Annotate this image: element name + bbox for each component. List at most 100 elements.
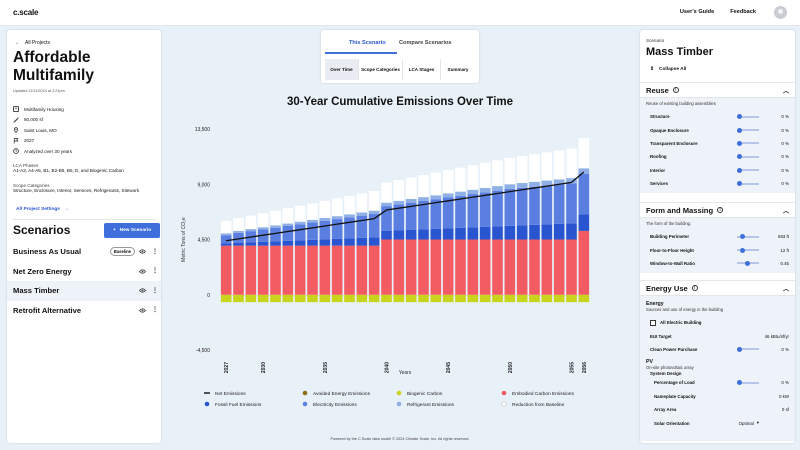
tab-this-scenario[interactable]: This Scenario (349, 40, 386, 46)
info-icon[interactable]: i (691, 285, 698, 291)
eui-value[interactable]: 46 kBtu/sf/yr (764, 333, 789, 339)
more-options-icon[interactable]: ⋮ (152, 248, 158, 255)
info-icon[interactable]: i (717, 207, 724, 213)
slider[interactable] (737, 154, 759, 160)
row-value[interactable]: 0 kW (778, 393, 789, 399)
more-options-icon[interactable]: ⋮ (152, 307, 158, 314)
slider[interactable] (737, 167, 759, 173)
bar-reduction-from-baseline (566, 148, 577, 179)
avatar[interactable] (774, 6, 787, 19)
legend-label: Net Emissions (215, 391, 246, 397)
slider[interactable] (737, 127, 759, 133)
row-label: Interior (650, 167, 666, 173)
lca-phases-label: LCA Phases (13, 162, 39, 168)
legend-swatch-embodied-carbon-emissions (501, 390, 507, 396)
eye-icon[interactable] (139, 288, 146, 293)
slider[interactable] (737, 234, 759, 240)
slider[interactable] (737, 247, 759, 253)
scenario-retrofit-alternative[interactable]: Retrofit Alternative ⋮ (7, 301, 161, 321)
row-label: Percentage of Load (654, 380, 695, 386)
bar-electricity-emissions (442, 197, 454, 229)
slider-knob[interactable] (745, 260, 750, 266)
slider-knob[interactable] (737, 127, 742, 133)
energy-header[interactable]: Energy Use i ︿ (640, 280, 795, 296)
slider[interactable] (737, 181, 759, 187)
clean-power-row: Clean Power Purchase 0 % (646, 343, 789, 356)
slider-knob[interactable] (737, 140, 742, 146)
logo[interactable]: c.scale (13, 8, 39, 17)
bar-fossil-fuel-emissions (553, 223, 565, 240)
new-scenario-button[interactable]: + New Scenario (104, 223, 160, 238)
scenario-business-as-usual[interactable]: Business As Usual Baseline ⋮ (7, 242, 161, 262)
slider-knob[interactable] (737, 346, 742, 352)
form-body: The form of the building. Building Perim… (640, 218, 795, 274)
slider-knob[interactable] (740, 234, 745, 240)
orientation-row: Solar Orientation Optimal ▾ (646, 416, 789, 429)
slider-knob[interactable] (737, 114, 742, 120)
eye-icon[interactable] (139, 249, 146, 254)
form-header[interactable]: Form and Massing i ︿ (640, 202, 795, 218)
y-axis-label: Metric Tons of CO₂e (181, 217, 187, 262)
slider[interactable] (737, 260, 759, 266)
slider[interactable] (737, 140, 759, 146)
chevron-down-icon[interactable]: ▾ (756, 420, 759, 426)
bar-reduction-from-baseline (467, 165, 479, 190)
all-electric-checkbox[interactable] (650, 319, 656, 326)
energy-heading: Energy Use (646, 283, 688, 293)
tab-scope-categories[interactable]: Scope Categories (359, 59, 403, 80)
bar-fossil-fuel-emissions (294, 240, 306, 246)
clock-icon (13, 148, 19, 155)
bar-refrigerant-emissions (344, 214, 355, 218)
bar-embodied-carbon-emissions (467, 239, 479, 295)
chevron-up-icon[interactable]: ︿ (782, 88, 789, 95)
orientation-select[interactable]: Optimal (738, 420, 754, 426)
reuse-header[interactable]: Reuse i ︿ (640, 82, 795, 98)
bar-embodied-carbon-emissions (381, 239, 392, 295)
bar-fossil-fuel-emissions (356, 237, 368, 246)
chevron-up-icon[interactable]: ︿ (782, 286, 789, 293)
scenario-small-label: Scenario (646, 38, 665, 43)
tab-compare-scenarios[interactable]: Compare Scenarios (399, 40, 452, 46)
bar-embodied-carbon-emissions (541, 239, 553, 295)
bar-embodied-carbon-emissions (307, 245, 318, 295)
bar-refrigerant-emissions (233, 230, 244, 233)
tab-summary[interactable]: Summary (447, 67, 469, 72)
legend-label: Embodied Carbon Emissions (512, 391, 574, 397)
slider-knob[interactable] (740, 247, 745, 253)
slider-knob[interactable] (737, 380, 742, 386)
bar-refrigerant-emissions (529, 181, 540, 187)
bar-biogenic-carbon (344, 294, 355, 303)
slider[interactable] (737, 346, 759, 352)
slider[interactable] (737, 380, 759, 386)
tab-lca-stages[interactable]: LCA Stages (403, 59, 441, 80)
bar-fossil-fuel-emissions (233, 242, 244, 246)
bar-electricity-emissions (282, 225, 294, 241)
bar-embodied-carbon-emissions (331, 245, 343, 295)
slider-knob[interactable] (737, 181, 742, 187)
tab-over-time[interactable]: Over Time (325, 59, 359, 80)
eye-icon[interactable] (139, 308, 146, 313)
row-value[interactable]: 0 sf (781, 407, 789, 413)
chevron-up-icon[interactable]: ︿ (782, 208, 789, 215)
more-options-icon[interactable]: ⋮ (152, 268, 158, 275)
slider[interactable] (737, 114, 759, 120)
info-icon[interactable]: i (672, 87, 679, 93)
more-options-icon[interactable]: ⋮ (152, 287, 158, 294)
all-project-settings-link[interactable]: All Project Settings → (16, 207, 69, 212)
feedback-link[interactable]: Feedback (730, 9, 756, 15)
users-guide-link[interactable]: User's Guide (679, 9, 715, 15)
slider-knob[interactable] (737, 167, 742, 173)
scenario-mass-timber[interactable]: Mass Timber ⋮ (7, 281, 161, 301)
bar-electricity-emissions (393, 204, 405, 231)
collapse-all-button[interactable]: ⇕ Collapse All (650, 67, 686, 72)
bar-refrigerant-emissions (405, 198, 417, 203)
bar-electricity-emissions (492, 190, 503, 227)
slider-knob[interactable] (737, 154, 742, 160)
bar-refrigerant-emissions (393, 200, 405, 205)
eye-icon[interactable] (139, 269, 146, 274)
row-value: 0.45 (780, 260, 789, 266)
scenarios-heading: Scenarios (13, 223, 71, 237)
scenario-net-zero-energy[interactable]: Net Zero Energy ⋮ (7, 262, 161, 282)
back-to-projects[interactable]: ← All Projects (15, 40, 50, 46)
row-value: 0 % (781, 154, 789, 160)
